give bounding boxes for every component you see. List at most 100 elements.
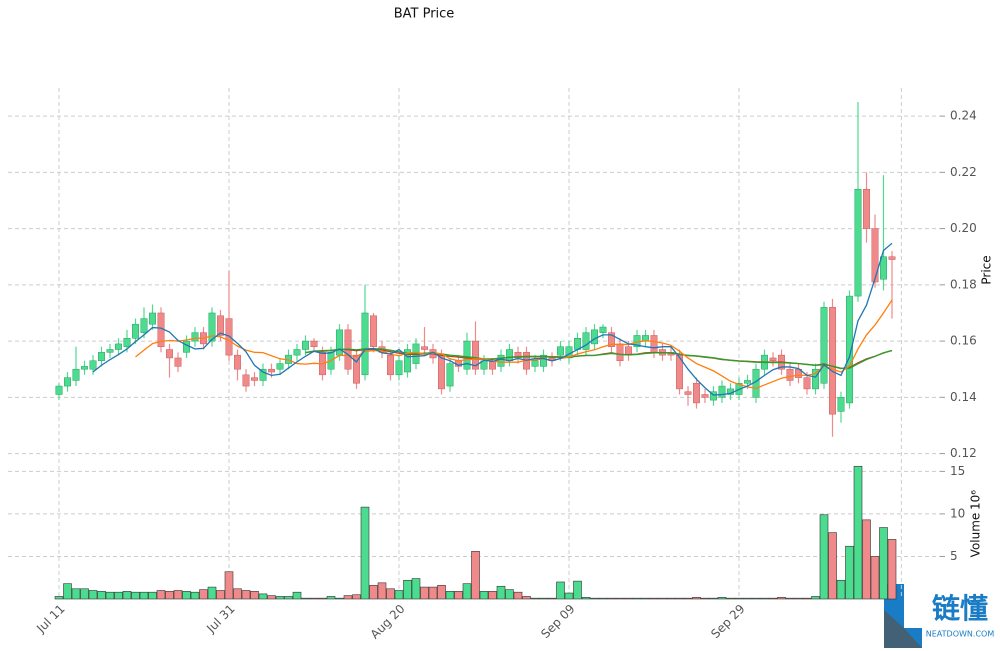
candle-body <box>871 228 879 283</box>
volume-bar <box>190 591 200 600</box>
candle-body <box>489 360 496 370</box>
candle-body <box>803 377 811 390</box>
watermark-text: 链懂 <box>932 592 988 625</box>
candle-body <box>446 363 454 387</box>
volume-bar <box>156 590 166 600</box>
x-tick-label: Jul 31 <box>203 602 237 636</box>
candle-body <box>854 188 862 297</box>
candle-body <box>310 340 318 347</box>
volume-bar <box>853 465 863 600</box>
candle-body <box>234 354 241 370</box>
price-axis-label: Price <box>980 255 994 284</box>
volume-bar <box>71 588 81 600</box>
moving-average <box>92 242 893 396</box>
volume-bar <box>139 591 149 600</box>
volume-bar <box>182 591 191 600</box>
x-tick-label: Sep 09 <box>538 602 577 641</box>
candle-body <box>387 354 394 376</box>
candle-body <box>497 354 505 367</box>
candle-body <box>361 312 369 376</box>
candle-body <box>863 188 870 229</box>
y-tick-label: 0.22 <box>950 165 977 179</box>
volume-bar <box>411 578 421 600</box>
volume-bar <box>666 597 676 600</box>
candle-body <box>166 349 173 359</box>
volume-bar <box>54 596 64 600</box>
x-tick-label: Aug 20 <box>368 602 408 642</box>
candle-body <box>820 307 828 384</box>
candle-body <box>242 374 250 387</box>
volume-bar <box>97 591 106 600</box>
volume-bar <box>683 597 693 600</box>
candle-body <box>710 391 717 401</box>
candle-body <box>370 315 377 347</box>
volume-axis-label: Volume <box>969 513 983 558</box>
candle-body <box>591 329 598 345</box>
volume-bar <box>496 585 506 600</box>
candle-body <box>599 326 607 333</box>
y-tick-label: 0.14 <box>950 390 977 404</box>
candle-body <box>540 354 547 367</box>
volume-bar <box>445 591 455 600</box>
volume-bar <box>556 581 565 600</box>
y-tick-label: 0.18 <box>950 277 977 291</box>
y2-tick-label: 5 <box>950 549 958 563</box>
candle-body <box>829 307 836 415</box>
volume-bar <box>479 591 489 600</box>
x-tick-label: Jul 11 <box>33 602 67 636</box>
volume-bar <box>105 591 115 600</box>
candle-body <box>684 391 692 395</box>
y2-tick-label: 10 <box>950 506 965 520</box>
volume-bar <box>581 596 591 600</box>
volume-bar <box>394 590 404 600</box>
candle-body <box>837 397 845 412</box>
candle-body <box>217 315 224 336</box>
volume-bar <box>309 597 319 600</box>
candle-body <box>557 346 564 356</box>
candle-body <box>701 394 709 398</box>
volume-bar <box>522 596 531 600</box>
volume-bar <box>692 596 701 600</box>
volume-bar <box>836 579 846 600</box>
candle-body <box>98 352 105 362</box>
volume-bar <box>318 597 327 600</box>
candle-body <box>132 323 139 339</box>
candle-body <box>846 295 853 404</box>
candle-body <box>421 346 428 350</box>
volume-bar <box>420 586 429 600</box>
volume-bar <box>471 551 480 600</box>
candle-body <box>888 256 896 260</box>
volume-bar <box>845 545 854 600</box>
candle-body <box>259 368 267 381</box>
candle-body <box>693 383 700 404</box>
volume-bar <box>726 597 735 600</box>
volume-bar <box>785 597 795 600</box>
candle-body <box>106 349 114 353</box>
volume-bar <box>326 596 336 600</box>
volume-bar <box>335 597 344 600</box>
volume-bar <box>63 583 72 600</box>
volume-bar <box>488 591 497 600</box>
volume-bar <box>879 527 888 600</box>
volume-bar <box>547 597 557 600</box>
watermark: 链懂 NEATDOWN.COM <box>884 584 994 648</box>
volume-bar <box>267 595 276 600</box>
volume-bar <box>216 590 225 600</box>
volume-bar <box>598 597 608 600</box>
volume-bar <box>428 586 438 600</box>
candle-body <box>582 332 590 350</box>
volume-bar <box>403 579 412 600</box>
volume-bar <box>454 591 463 600</box>
candle-body <box>336 329 343 356</box>
y-tick-label: 0.20 <box>950 221 977 235</box>
candle-body <box>769 357 777 362</box>
volume-bar <box>794 597 803 600</box>
volume-bar <box>887 539 897 600</box>
moving-average <box>135 299 893 389</box>
volume-bar <box>615 597 625 600</box>
volume-bar <box>80 588 89 600</box>
y2-tick-label: 15 <box>950 464 965 478</box>
y-tick-label: 0.24 <box>950 109 977 123</box>
candle-body <box>72 368 80 381</box>
volume-bar <box>207 586 217 600</box>
